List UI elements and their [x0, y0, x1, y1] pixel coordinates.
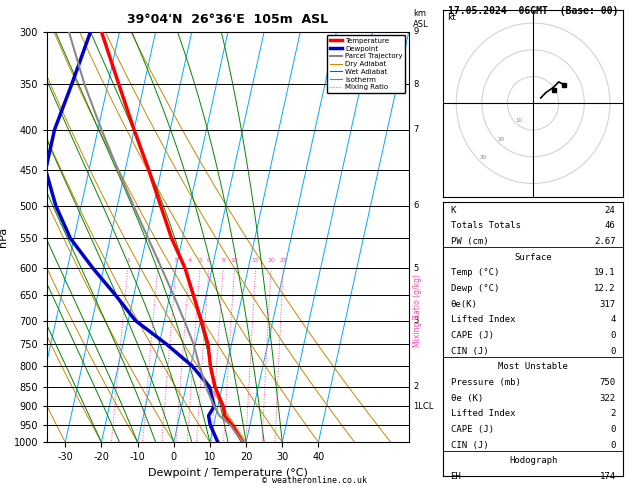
Text: 20: 20 — [497, 137, 504, 142]
Text: 5: 5 — [198, 259, 202, 263]
Text: Pressure (mb): Pressure (mb) — [450, 378, 520, 387]
Text: 19.1: 19.1 — [594, 268, 616, 278]
Text: EH: EH — [450, 472, 461, 481]
Text: Mixing Ratio (g/kg): Mixing Ratio (g/kg) — [413, 274, 421, 347]
Text: 8: 8 — [413, 80, 418, 88]
Text: Lifted Index: Lifted Index — [450, 409, 515, 418]
Text: kt: kt — [447, 14, 456, 22]
Text: 0: 0 — [610, 441, 616, 450]
Text: 10: 10 — [515, 118, 522, 123]
Text: Temp (°C): Temp (°C) — [450, 268, 499, 278]
X-axis label: Dewpoint / Temperature (°C): Dewpoint / Temperature (°C) — [148, 468, 308, 478]
Title: 39°04'N  26°36'E  105m  ASL: 39°04'N 26°36'E 105m ASL — [128, 13, 328, 26]
Text: CIN (J): CIN (J) — [450, 441, 488, 450]
Text: 4: 4 — [187, 259, 191, 263]
Text: © weatheronline.co.uk: © weatheronline.co.uk — [262, 475, 367, 485]
Text: 0: 0 — [610, 331, 616, 340]
Text: Lifted Index: Lifted Index — [450, 315, 515, 324]
Text: 750: 750 — [599, 378, 616, 387]
Legend: Temperature, Dewpoint, Parcel Trajectory, Dry Adiabat, Wet Adiabat, Isotherm, Mi: Temperature, Dewpoint, Parcel Trajectory… — [327, 35, 405, 93]
Text: 15: 15 — [252, 259, 260, 263]
Text: CAPE (J): CAPE (J) — [450, 425, 494, 434]
Text: 1LCL: 1LCL — [413, 402, 433, 411]
Text: 2.67: 2.67 — [594, 237, 616, 246]
Text: 17.05.2024  06GMT  (Base: 00): 17.05.2024 06GMT (Base: 00) — [448, 6, 618, 16]
Text: K: K — [450, 206, 456, 215]
Text: θe(K): θe(K) — [450, 300, 477, 309]
Text: 3: 3 — [174, 259, 178, 263]
Text: CIN (J): CIN (J) — [450, 347, 488, 356]
Text: 30: 30 — [479, 156, 486, 160]
Text: 0: 0 — [610, 347, 616, 356]
Text: 25: 25 — [279, 259, 287, 263]
Text: 46: 46 — [605, 222, 616, 230]
Text: Surface: Surface — [515, 253, 552, 262]
Text: 322: 322 — [599, 394, 616, 402]
Text: θe (K): θe (K) — [450, 394, 483, 402]
Text: km
ASL: km ASL — [413, 9, 428, 29]
Text: 5: 5 — [413, 263, 418, 273]
Text: Dewp (°C): Dewp (°C) — [450, 284, 499, 293]
Text: 3: 3 — [413, 316, 418, 325]
Text: 0: 0 — [610, 425, 616, 434]
Text: 1: 1 — [126, 259, 130, 263]
Text: PW (cm): PW (cm) — [450, 237, 488, 246]
Text: 2: 2 — [156, 259, 160, 263]
Text: 2: 2 — [610, 409, 616, 418]
Text: 4: 4 — [610, 315, 616, 324]
Text: 7: 7 — [413, 125, 418, 134]
Text: 174: 174 — [599, 472, 616, 481]
Text: 10: 10 — [231, 259, 238, 263]
Text: 12.2: 12.2 — [594, 284, 616, 293]
Text: 2: 2 — [413, 382, 418, 391]
Text: Hodograph: Hodograph — [509, 456, 557, 465]
Text: 6: 6 — [207, 259, 211, 263]
Text: 20: 20 — [267, 259, 275, 263]
Text: 317: 317 — [599, 300, 616, 309]
Text: Totals Totals: Totals Totals — [450, 222, 520, 230]
Text: 24: 24 — [605, 206, 616, 215]
Text: Most Unstable: Most Unstable — [498, 363, 568, 371]
Text: CAPE (J): CAPE (J) — [450, 331, 494, 340]
Text: 9: 9 — [413, 27, 418, 36]
Text: 8: 8 — [221, 259, 225, 263]
Text: 6: 6 — [413, 201, 418, 210]
Y-axis label: hPa: hPa — [0, 227, 8, 247]
